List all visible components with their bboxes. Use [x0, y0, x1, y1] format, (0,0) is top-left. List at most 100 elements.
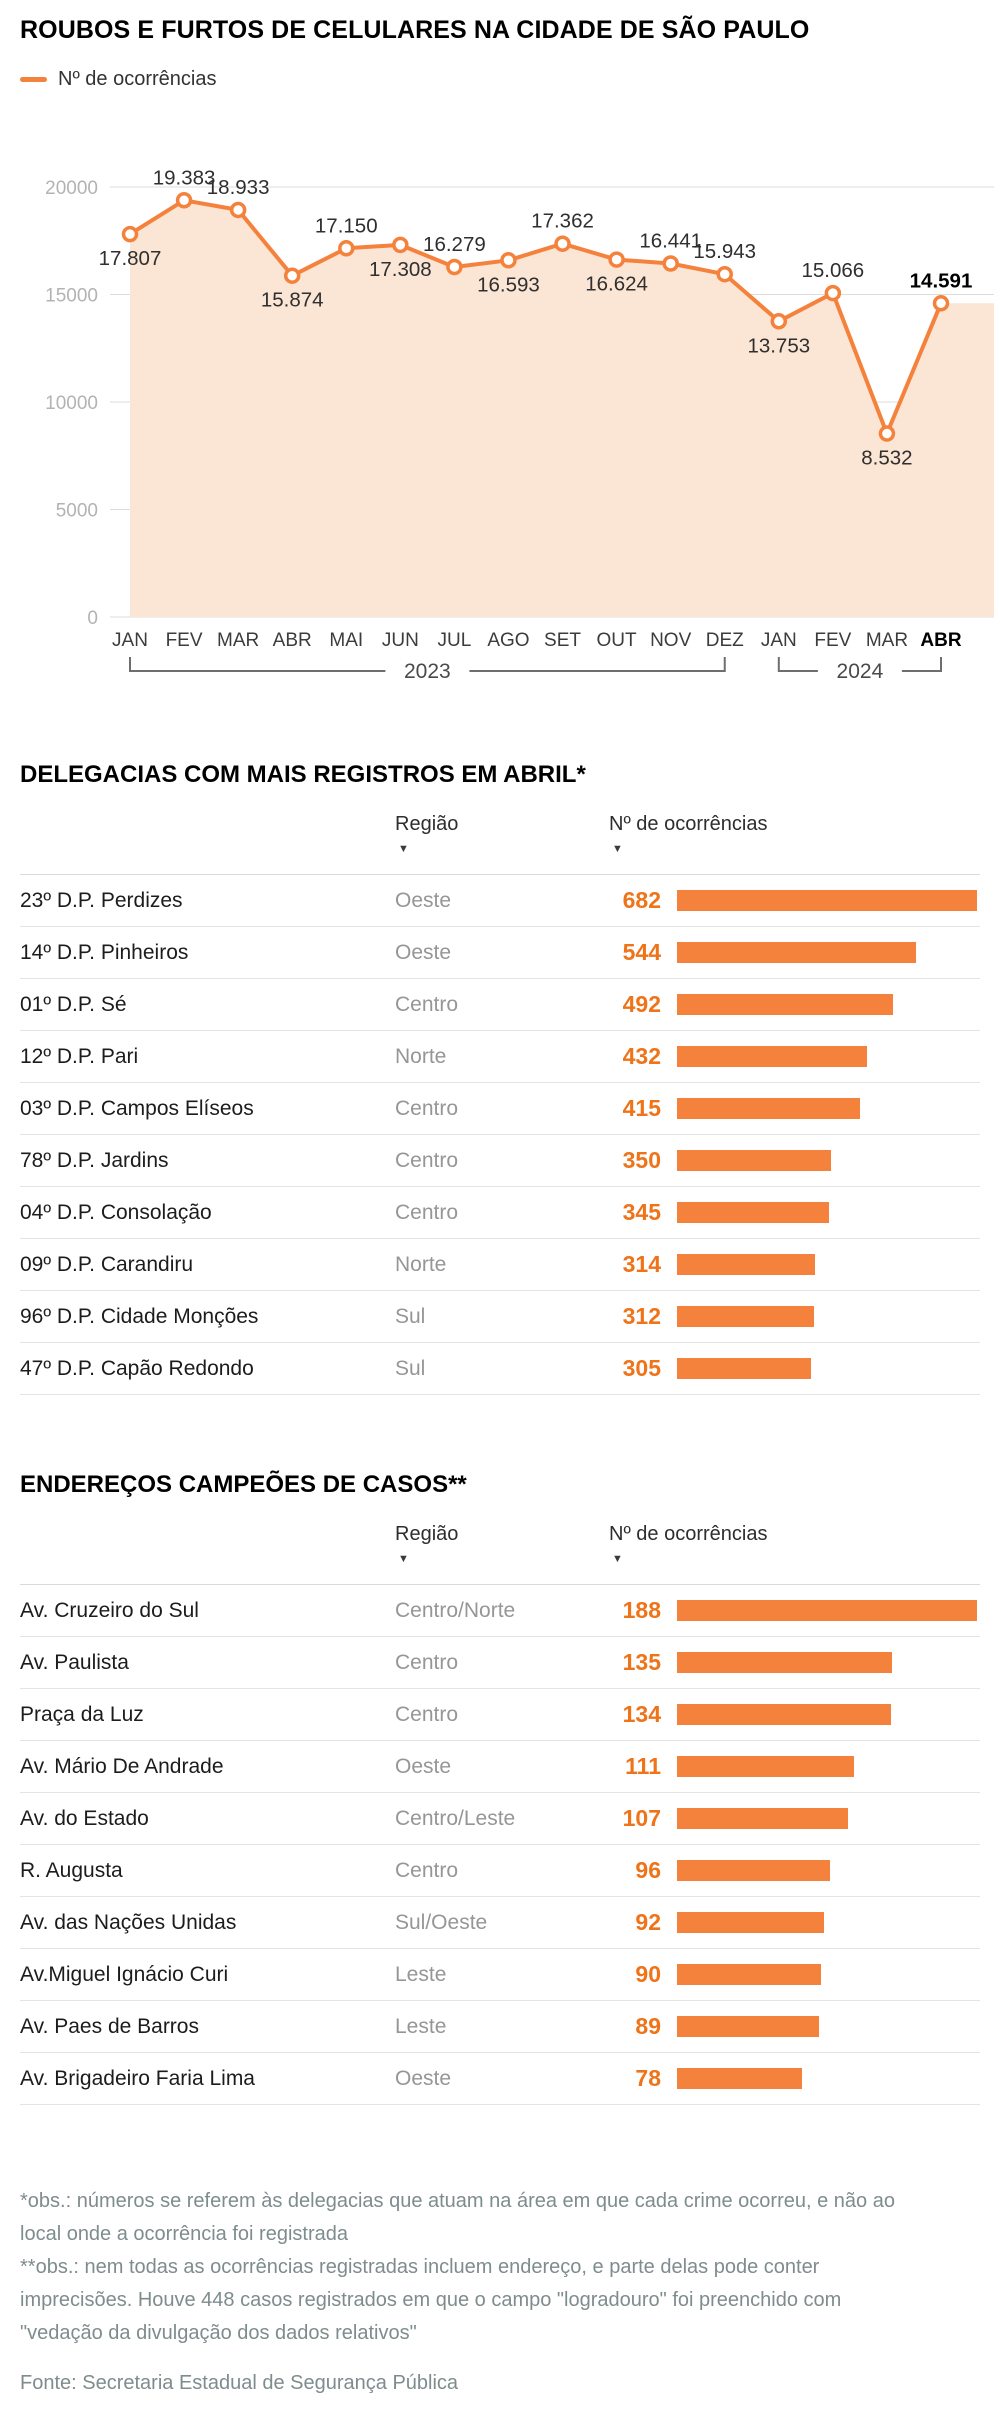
column-header-region: Região ▼ — [395, 1523, 458, 1565]
svg-text:8.532: 8.532 — [861, 447, 912, 470]
svg-text:16.593: 16.593 — [477, 273, 540, 296]
row-name: R. Augusta — [20, 1858, 123, 1882]
row-region: Sul — [395, 1304, 426, 1328]
row-region: Oeste — [395, 2066, 452, 2090]
row-name: 03º D.P. Campos Elíseos — [20, 1096, 254, 1120]
table-header: Região ▼ Nº de ocorrências ▼ — [20, 1499, 980, 1585]
row-value: 111 — [625, 1753, 661, 1779]
column-header-occurrences: Nº de ocorrências ▼ — [609, 1523, 768, 1565]
row-bar — [661, 1756, 980, 1777]
table-row: 23º D.P. Perdizes Oeste 682 — [20, 875, 980, 927]
section-title-enderecos: ENDEREÇOS CAMPEÕES DE CASOS** — [20, 1471, 467, 1498]
row-name: 47º D.P. Capão Redondo — [20, 1356, 254, 1380]
svg-text:DEZ: DEZ — [706, 630, 744, 651]
svg-text:15.874: 15.874 — [261, 289, 324, 312]
svg-text:19.383: 19.383 — [153, 166, 216, 189]
svg-text:17.308: 17.308 — [369, 258, 432, 281]
year-bracket — [777, 657, 942, 672]
year-brackets: 2023 2024 — [129, 657, 942, 683]
row-region: Sul/Oeste — [395, 1910, 488, 1934]
row-bar — [661, 1306, 980, 1327]
svg-text:15.943: 15.943 — [693, 240, 756, 263]
row-value: 134 — [622, 1701, 661, 1727]
row-region: Centro/Norte — [395, 1598, 516, 1622]
row-region: Leste — [395, 1962, 447, 1986]
row-bar — [661, 1652, 980, 1673]
section-title-delegacias: DELEGACIAS COM MAIS REGISTROS EM ABRIL* — [20, 761, 586, 788]
row-region: Centro — [395, 1650, 459, 1674]
row-name: 23º D.P. Perdizes — [20, 888, 183, 912]
row-name: Av. Cruzeiro do Sul — [20, 1598, 199, 1622]
table-row: 01º D.P. Sé Centro 492 — [20, 979, 980, 1031]
svg-text:AGO: AGO — [487, 630, 529, 651]
legend-label: Nº de ocorrências — [58, 67, 217, 90]
row-region: Centro — [395, 1148, 459, 1172]
row-name: 12º D.P. Pari — [20, 1044, 139, 1068]
row-bar — [661, 994, 980, 1015]
point-markers — [121, 192, 950, 442]
svg-text:0: 0 — [87, 608, 98, 629]
row-bar — [661, 1150, 980, 1171]
row-value: 312 — [622, 1303, 661, 1329]
row-value: 345 — [622, 1199, 661, 1225]
series-line — [128, 198, 943, 436]
row-region: Oeste — [395, 940, 452, 964]
row-bar — [661, 1704, 980, 1725]
footnote-1: *obs.: números se referem às delegacias … — [20, 2190, 895, 2245]
table-row: 47º D.P. Capão Redondo Sul 305 — [20, 1343, 980, 1395]
table-row: 78º D.P. Jardins Centro 350 — [20, 1135, 980, 1187]
row-value: 96 — [635, 1857, 661, 1883]
row-region: Norte — [395, 1044, 447, 1068]
table-body-delegacias: 23º D.P. Perdizes Oeste 682 14º D.P. Pinhei… — [20, 875, 980, 1395]
row-name: 14º D.P. Pinheiros — [20, 940, 189, 964]
row-region: Sul — [395, 1356, 426, 1380]
svg-text:ABR: ABR — [273, 630, 312, 651]
row-name: Praça da Luz — [20, 1702, 144, 1726]
row-bar — [661, 1358, 980, 1379]
svg-text:SET: SET — [544, 630, 581, 651]
area-fill — [130, 200, 994, 618]
x-axis-labels: JAN FEV MAR ABR MAI JUN JUL AGO SET OUT NOV DEZ JAN F… — [112, 630, 962, 651]
row-bar — [661, 1912, 980, 1933]
row-region: Centro — [395, 1096, 459, 1120]
row-value: 78 — [635, 2065, 661, 2091]
row-value: 544 — [622, 939, 661, 965]
row-value: 314 — [622, 1251, 661, 1277]
page-title: ROUBOS E FURTOS DE CELULARES NA CIDADE D… — [20, 16, 810, 44]
table-row: 96º D.P. Cidade Monções Sul 312 — [20, 1291, 980, 1343]
row-name: Av. do Estado — [20, 1806, 149, 1830]
svg-text:15000: 15000 — [45, 286, 98, 307]
row-region: Oeste — [395, 1754, 452, 1778]
table-row: Av. Mário De Andrade Oeste 111 — [20, 1741, 980, 1793]
svg-text:18.933: 18.933 — [207, 176, 270, 199]
legend-line-icon — [20, 76, 47, 82]
row-value: 89 — [635, 2013, 661, 2039]
svg-text:16.441: 16.441 — [639, 230, 702, 253]
svg-text:5000: 5000 — [56, 501, 98, 522]
row-region: Centro — [395, 1858, 459, 1882]
row-value: 492 — [622, 991, 661, 1017]
row-name: 96º D.P. Cidade Monções — [20, 1304, 259, 1328]
table-header: Região ▼ Nº de ocorrências ▼ — [20, 789, 980, 875]
table-row: Av. Brigadeiro Faria Lima Oeste 78 — [20, 2053, 980, 2105]
column-header-region-label: Região — [395, 813, 459, 835]
table-row: Av. Cruzeiro do Sul Centro/Norte 188 — [20, 1585, 980, 1637]
row-region: Leste — [395, 2014, 447, 2038]
row-name: Av.Miguel Ignácio Curi — [20, 1962, 229, 1986]
svg-text:JAN: JAN — [112, 630, 148, 651]
sort-arrow-icon: ▼ — [398, 843, 409, 855]
row-bar — [661, 1600, 980, 1621]
row-region: Centro — [395, 992, 459, 1016]
row-value: 135 — [622, 1649, 661, 1675]
svg-text:NOV: NOV — [650, 630, 692, 651]
row-value: 92 — [635, 1909, 661, 1935]
row-value: 432 — [622, 1043, 661, 1069]
row-name: Av. Paes de Barros — [20, 2014, 199, 2038]
table-row: Av. Paes de Barros Leste 89 — [20, 2001, 980, 2053]
row-name: 78º D.P. Jardins — [20, 1148, 169, 1172]
column-header-region: Região ▼ — [395, 813, 458, 855]
chart-legend: Nº de ocorrências — [20, 67, 980, 91]
footnote-2: **obs.: nem todas as ocorrências registr… — [20, 2256, 842, 2344]
table-row: 09º D.P. Carandiru Norte 314 — [20, 1239, 980, 1291]
